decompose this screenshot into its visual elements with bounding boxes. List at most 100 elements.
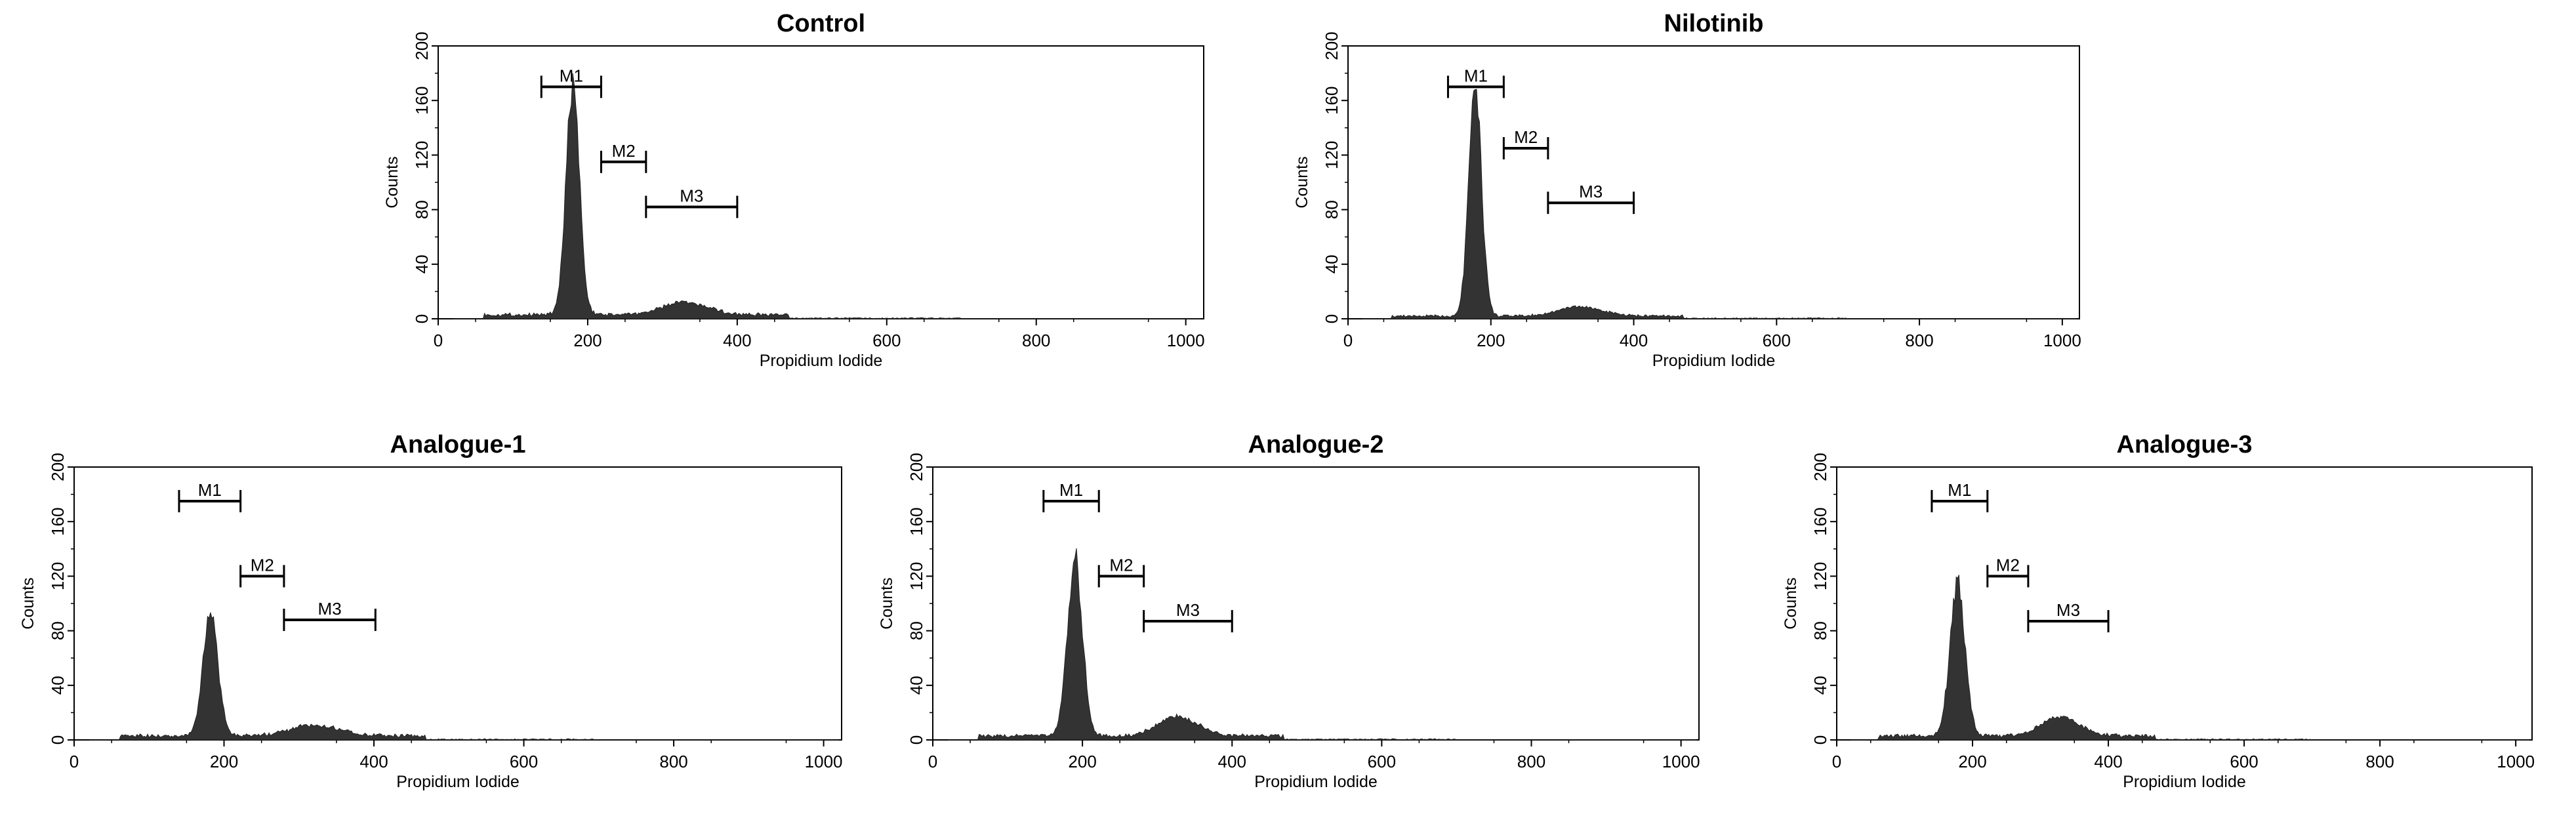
x-tick-label: 800 [1905,331,1933,350]
marker-m1: M1 [1931,480,1989,512]
x-tick-label: 200 [1068,752,1096,771]
marker-label: M3 [2056,600,2080,620]
x-tick-label: 0 [1832,752,1841,771]
histogram-area [1362,89,2077,319]
marker-m1: M1 [1042,480,1100,512]
y-tick-label: 120 [907,562,926,590]
y-tick-label: 0 [48,735,68,745]
y-tick-label: 200 [48,453,68,481]
marker-label: M3 [1176,600,1200,620]
x-tick-label: 600 [1368,752,1396,771]
y-tick-label: 0 [1810,735,1830,745]
marker-m2: M2 [1502,127,1549,159]
x-tick-label: 200 [573,331,602,350]
x-tick-label: 1000 [2497,752,2535,771]
x-tick-label: 400 [1218,752,1246,771]
histogram-area [89,612,839,741]
histogram-area [947,548,1696,741]
marker-label: M1 [1464,66,1488,85]
chart-title: Nilotinib [1664,10,1764,37]
chart-title: Analogue-3 [2117,431,2253,459]
y-tick-label: 40 [1322,255,1341,274]
x-tick-label: 400 [1620,331,1648,350]
y-tick-label: 160 [412,87,432,115]
panel-nilotinib: Nilotinib 0 200 400 600 800 1000 0 40 80 120 160 200… [1293,10,2081,370]
x-axis-label: Propidium Iodide [1254,773,1378,791]
x-axis-label: Propidium Iodide [760,352,883,370]
marker-label: M1 [1948,480,1971,500]
x-tick-label: 400 [723,331,751,350]
x-tick-label: 800 [1517,752,1545,771]
y-tick-label: 40 [48,676,68,695]
y-tick-label: 80 [1322,200,1341,219]
x-tick-label: 0 [434,331,443,350]
x-tick-label: 1000 [805,752,843,771]
panel-analogue-1: Analogue-1 0 200 400 600 800 1000 0 40 80 120 160 20… [19,431,843,791]
x-tick-label: 1000 [2043,331,2081,350]
marker-label: M2 [1109,555,1133,575]
marker-label: M2 [612,141,636,161]
marker-m3: M3 [1143,600,1233,633]
plot-frame [1836,466,2533,741]
marker-m3: M3 [645,186,739,218]
y-axis-label: Counts [1293,156,1311,208]
x-tick-label: 800 [1022,331,1050,350]
x-tick-label: 0 [928,752,937,771]
marker-m3: M3 [283,599,377,631]
histogram-area [1850,575,2529,741]
y-tick-label: 200 [907,453,926,481]
marker-m3: M3 [1547,182,1635,214]
y-tick-label: 120 [412,141,432,169]
x-axis-label: Propidium Iodide [396,773,520,791]
x-axis-label: Propidium Iodide [2123,773,2246,791]
y-tick-label: 160 [1810,508,1830,536]
marker-m3: M3 [2027,600,2110,633]
marker-label: M1 [1059,480,1083,500]
y-tick-label: 200 [1810,453,1830,481]
panel-analogue-2: Analogue-2 0 200 400 600 800 1000 0 40 80 120 160 20… [878,431,1700,791]
panel-control: Control 0 200 400 600 800 1000 0 40 80 120 160 200 Pr… [383,10,1205,370]
x-tick-label: 1000 [1662,752,1700,771]
y-tick-label: 200 [1322,31,1341,60]
y-tick-label: 40 [1810,676,1830,695]
histogram-area [453,73,1201,319]
x-tick-label: 400 [359,752,388,771]
marker-m2: M2 [1986,555,2030,588]
y-tick-label: 40 [907,676,926,695]
y-tick-label: 80 [907,621,926,640]
x-tick-label: 0 [1343,331,1353,350]
y-tick-label: 80 [412,200,432,219]
marker-m1: M1 [540,66,602,98]
marker-m1: M1 [1446,66,1505,98]
y-tick-label: 120 [1322,141,1341,169]
panel-analogue-3: Analogue-3 0 200 400 600 800 1000 0 40 80 120 160 20… [1782,431,2535,791]
chart-title: Analogue-2 [1248,431,1384,459]
y-tick-label: 80 [1810,621,1830,640]
marker-label: M3 [1579,182,1603,201]
marker-m2: M2 [239,555,285,588]
marker-label: M3 [318,599,342,619]
x-axis-label: Propidium Iodide [1652,352,1776,370]
plot-frame [932,466,1700,741]
y-tick-label: 80 [48,621,68,640]
x-tick-label: 600 [1763,331,1791,350]
x-tick-label: 1000 [1167,331,1205,350]
x-tick-label: 200 [1958,752,1986,771]
marker-label: M2 [1996,555,2020,575]
y-tick-label: 0 [1322,314,1341,323]
y-tick-label: 0 [412,314,432,323]
x-tick-label: 800 [2365,752,2394,771]
y-axis-label: Counts [1782,577,1800,629]
marker-m2: M2 [1097,555,1145,588]
marker-label: M1 [198,480,222,500]
y-tick-label: 160 [48,508,68,536]
x-tick-label: 600 [872,331,901,350]
marker-label: M2 [1514,127,1538,147]
y-tick-label: 120 [48,562,68,590]
y-tick-label: 160 [1322,87,1341,115]
marker-m2: M2 [600,141,647,173]
x-tick-label: 600 [2230,752,2258,771]
y-axis-label: Counts [878,577,896,629]
y-tick-label: 40 [412,255,432,274]
